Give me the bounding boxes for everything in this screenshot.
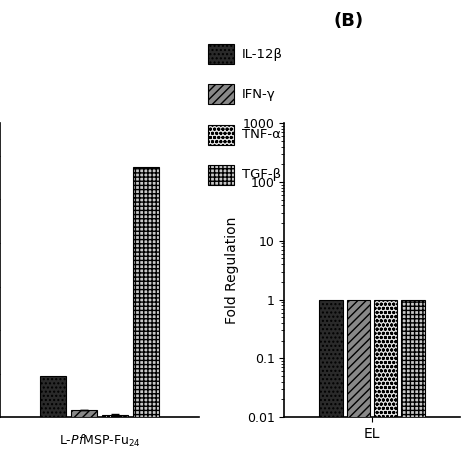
Text: TNF-α: TNF-α — [242, 128, 281, 141]
Text: IFN-γ: IFN-γ — [242, 88, 275, 101]
Text: L-$\mathit{Pf}$MSP-Fu$_{24}$: L-$\mathit{Pf}$MSP-Fu$_{24}$ — [59, 433, 140, 449]
Bar — [319, 300, 343, 474]
Bar — [374, 300, 397, 474]
Text: IL-12β: IL-12β — [242, 47, 283, 61]
Bar — [401, 300, 425, 474]
Bar — [347, 300, 370, 474]
Text: TGF-β: TGF-β — [242, 168, 281, 182]
Y-axis label: Fold Regulation: Fold Regulation — [225, 217, 238, 324]
Bar — [40, 376, 66, 417]
Bar — [71, 410, 97, 417]
Bar — [102, 415, 128, 417]
Bar — [133, 167, 159, 417]
Text: (B): (B) — [333, 12, 364, 30]
